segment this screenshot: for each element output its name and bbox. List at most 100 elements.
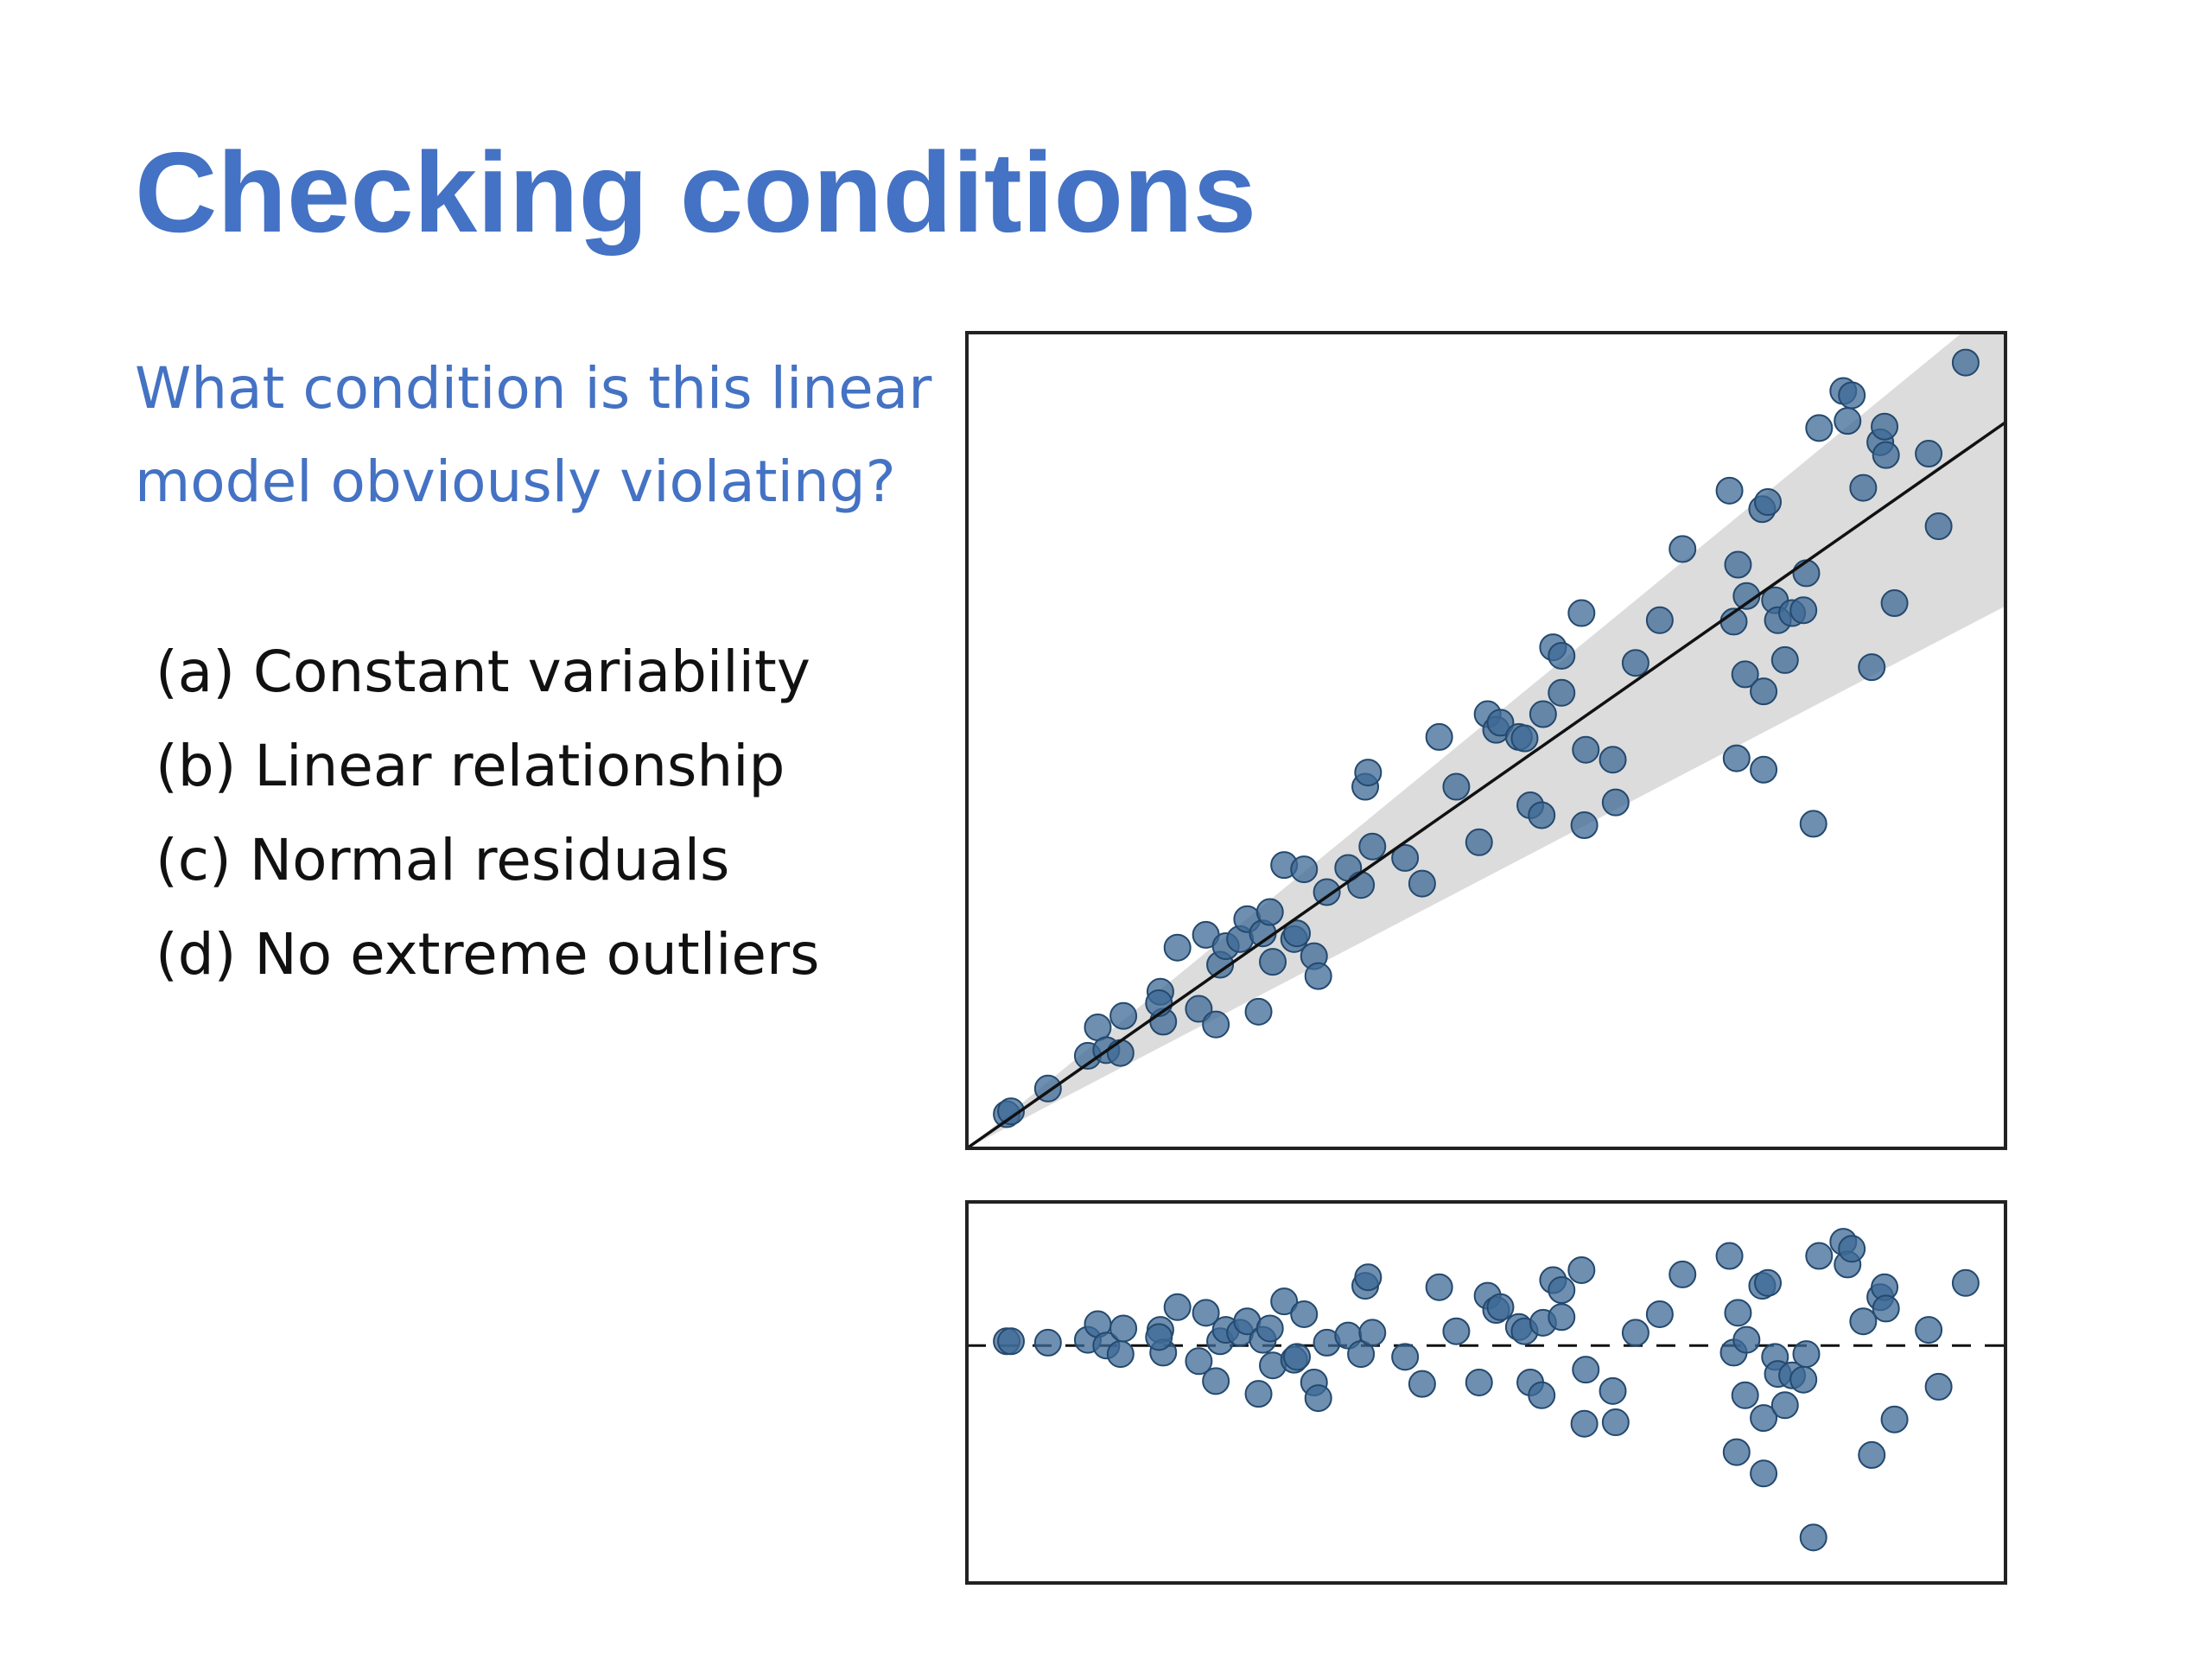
point — [1770, 645, 1799, 674]
point — [1548, 1276, 1576, 1305]
point — [1109, 1001, 1138, 1030]
point — [1731, 660, 1759, 689]
point — [1192, 1299, 1220, 1327]
point — [1792, 1340, 1821, 1369]
point — [1548, 641, 1576, 670]
point — [1621, 1319, 1649, 1347]
point — [1805, 1242, 1834, 1270]
point — [1567, 1255, 1596, 1284]
point — [1915, 1316, 1943, 1344]
point — [1442, 772, 1471, 801]
point — [1724, 550, 1752, 579]
point — [1601, 1408, 1630, 1437]
point — [1872, 441, 1900, 469]
point — [1880, 1405, 1909, 1433]
point — [1750, 677, 1778, 706]
point — [1202, 1010, 1230, 1039]
point — [1880, 589, 1909, 618]
point — [1442, 1317, 1471, 1345]
point — [1572, 735, 1600, 764]
point — [1313, 878, 1341, 906]
point — [1465, 828, 1493, 856]
point — [1548, 678, 1576, 707]
point — [1951, 1268, 1980, 1297]
point — [1789, 596, 1818, 625]
point — [1163, 933, 1192, 962]
point — [1486, 1293, 1515, 1321]
point — [1259, 948, 1287, 976]
slide-title: Checking conditions — [135, 129, 1256, 256]
point — [1145, 988, 1173, 1017]
point — [1548, 1303, 1576, 1332]
point — [1408, 1370, 1436, 1398]
point — [1244, 997, 1273, 1026]
point — [1145, 1323, 1173, 1351]
point — [1731, 1381, 1759, 1409]
point — [1750, 1404, 1778, 1433]
point — [1572, 1356, 1600, 1384]
point — [1915, 440, 1943, 468]
point — [1669, 1260, 1697, 1288]
point — [1858, 1440, 1886, 1469]
point — [1290, 1300, 1319, 1328]
point — [1858, 653, 1886, 682]
point — [1528, 1381, 1556, 1409]
point — [1304, 1384, 1332, 1413]
point — [1202, 1367, 1230, 1395]
point — [1799, 1523, 1827, 1552]
option: (a) Constant variability — [156, 639, 810, 705]
point — [1425, 722, 1453, 751]
point — [1789, 1365, 1818, 1394]
point — [1599, 1376, 1627, 1405]
point — [1951, 348, 1980, 377]
point — [1838, 1235, 1866, 1263]
point — [1645, 1300, 1674, 1328]
point — [997, 1097, 1026, 1126]
point — [1391, 1343, 1420, 1371]
point — [1391, 843, 1420, 872]
plot-frame — [965, 331, 2007, 1150]
point — [1465, 1368, 1493, 1396]
point — [1724, 1299, 1752, 1327]
point — [1754, 1268, 1783, 1297]
point — [1754, 488, 1783, 517]
point — [1570, 811, 1599, 840]
point — [1722, 1438, 1751, 1466]
point — [997, 1327, 1026, 1356]
point — [1529, 700, 1557, 728]
point — [1283, 1343, 1312, 1371]
point — [1924, 512, 1953, 541]
point — [1304, 962, 1332, 990]
point — [1358, 1319, 1387, 1347]
option: (d) No extreme outliers — [156, 921, 820, 988]
point — [1838, 381, 1866, 410]
point — [1255, 1314, 1284, 1343]
fit-line — [967, 421, 2005, 1148]
point — [1283, 919, 1312, 948]
option: (b) Linear relationship — [156, 733, 785, 799]
point — [1106, 1340, 1135, 1369]
option: (c) Normal residuals — [156, 827, 729, 893]
point — [1599, 746, 1627, 774]
point — [1872, 1294, 1900, 1323]
point — [1358, 832, 1387, 861]
point — [1750, 1459, 1778, 1488]
point — [1528, 801, 1556, 830]
point — [1425, 1273, 1453, 1301]
point — [1849, 1307, 1878, 1336]
point — [1033, 1328, 1062, 1357]
point — [1732, 1325, 1761, 1354]
plot-area — [967, 1228, 2005, 1552]
question: What condition is this linear — [135, 355, 932, 422]
point — [1163, 1293, 1192, 1321]
question: model obviously violating? — [135, 448, 896, 515]
point — [1244, 1380, 1273, 1408]
point — [1354, 759, 1382, 787]
point — [1750, 755, 1778, 784]
point — [1645, 606, 1674, 634]
point — [1715, 1242, 1744, 1270]
point — [1621, 649, 1649, 677]
point — [1290, 855, 1319, 884]
point — [1486, 709, 1515, 737]
